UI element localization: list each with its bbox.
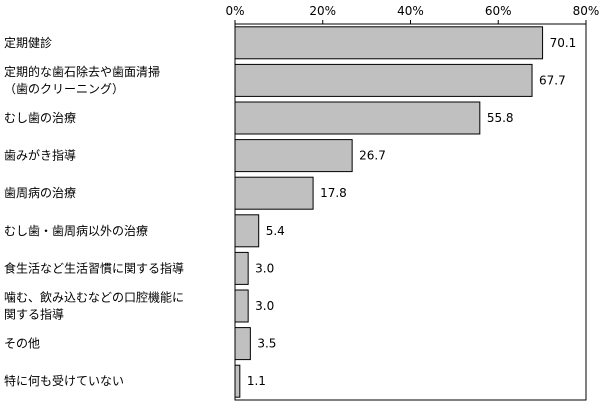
bar (234, 139, 353, 173)
bar (234, 251, 249, 285)
bar (234, 101, 481, 135)
bar (234, 364, 241, 398)
category-label: その他 (4, 337, 40, 351)
category-label: むし歯・歯周病以外の治療 (4, 223, 148, 238)
category-label: 歯みがき指導 (4, 148, 76, 163)
category-label: 特に何も受けていない (4, 373, 124, 388)
bar (234, 63, 533, 97)
plot-frame (234, 23, 587, 401)
value-label: 1.1 (247, 374, 266, 388)
x-tick-label: 40% (397, 4, 424, 18)
value-label: 3.0 (255, 261, 274, 275)
value-labels: 70.1 67.7 55.8 26.7 17.8 5.4 3.0 3.0 3.5 1.1 (247, 36, 576, 388)
category-label: 定期的な歯石除去や歯面清掃（歯のクリーニング） (4, 64, 160, 96)
x-tick-label: 60% (485, 4, 512, 18)
value-label: 3.0 (255, 299, 274, 313)
value-label: 26.7 (359, 149, 386, 163)
bar (234, 176, 314, 210)
category-label: 噛む、飲み込むなどの口腔機能に関する指導 (4, 290, 184, 322)
value-label: 70.1 (550, 36, 577, 50)
x-axis-ticks: 0% 20% 40% 60% 80% (225, 4, 599, 24)
bar (234, 289, 249, 323)
bar (234, 214, 260, 248)
bar (234, 327, 251, 361)
value-label: 17.8 (320, 186, 347, 200)
x-tick-label: 80% (573, 4, 600, 18)
bars (234, 26, 544, 398)
bar (234, 26, 544, 60)
category-label: むし歯の治療 (4, 111, 76, 125)
x-tick-label: 0% (225, 4, 244, 18)
value-label: 5.4 (266, 224, 285, 238)
value-label: 67.7 (539, 73, 566, 87)
category-label: 食生活など生活習慣に関する指導 (4, 260, 184, 275)
category-label: 歯周病の治療 (4, 185, 76, 200)
value-label: 3.5 (257, 337, 276, 351)
x-tick-label: 20% (309, 4, 336, 18)
category-label: 定期健診 (4, 35, 52, 50)
value-label: 55.8 (487, 111, 514, 125)
